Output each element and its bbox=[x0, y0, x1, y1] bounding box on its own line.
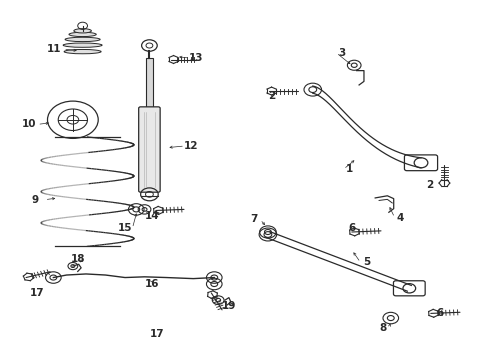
Text: 6: 6 bbox=[347, 224, 355, 233]
Ellipse shape bbox=[65, 37, 100, 41]
Text: 17: 17 bbox=[149, 329, 163, 339]
Ellipse shape bbox=[64, 49, 101, 54]
Text: 15: 15 bbox=[118, 224, 132, 233]
Text: 12: 12 bbox=[183, 141, 198, 151]
Text: 18: 18 bbox=[70, 254, 85, 264]
Text: 16: 16 bbox=[144, 279, 159, 289]
Ellipse shape bbox=[74, 29, 91, 33]
Text: 4: 4 bbox=[396, 213, 404, 222]
Text: 3: 3 bbox=[338, 48, 345, 58]
Ellipse shape bbox=[63, 43, 102, 47]
Text: 9: 9 bbox=[31, 195, 39, 205]
Text: 10: 10 bbox=[21, 120, 36, 129]
Ellipse shape bbox=[69, 32, 96, 37]
Text: 6: 6 bbox=[435, 308, 442, 318]
Text: 19: 19 bbox=[221, 301, 236, 311]
FancyBboxPatch shape bbox=[139, 107, 160, 192]
Text: 17: 17 bbox=[30, 288, 44, 298]
Text: 14: 14 bbox=[144, 211, 159, 221]
Text: 13: 13 bbox=[188, 53, 203, 63]
Text: 7: 7 bbox=[250, 215, 257, 224]
Text: 11: 11 bbox=[47, 44, 61, 54]
Text: 8: 8 bbox=[379, 323, 386, 333]
Text: 5: 5 bbox=[362, 257, 369, 267]
Text: 1: 1 bbox=[345, 164, 352, 174]
Bar bbox=[146, 58, 153, 108]
Text: 2: 2 bbox=[426, 180, 432, 190]
Text: 2: 2 bbox=[267, 91, 274, 101]
